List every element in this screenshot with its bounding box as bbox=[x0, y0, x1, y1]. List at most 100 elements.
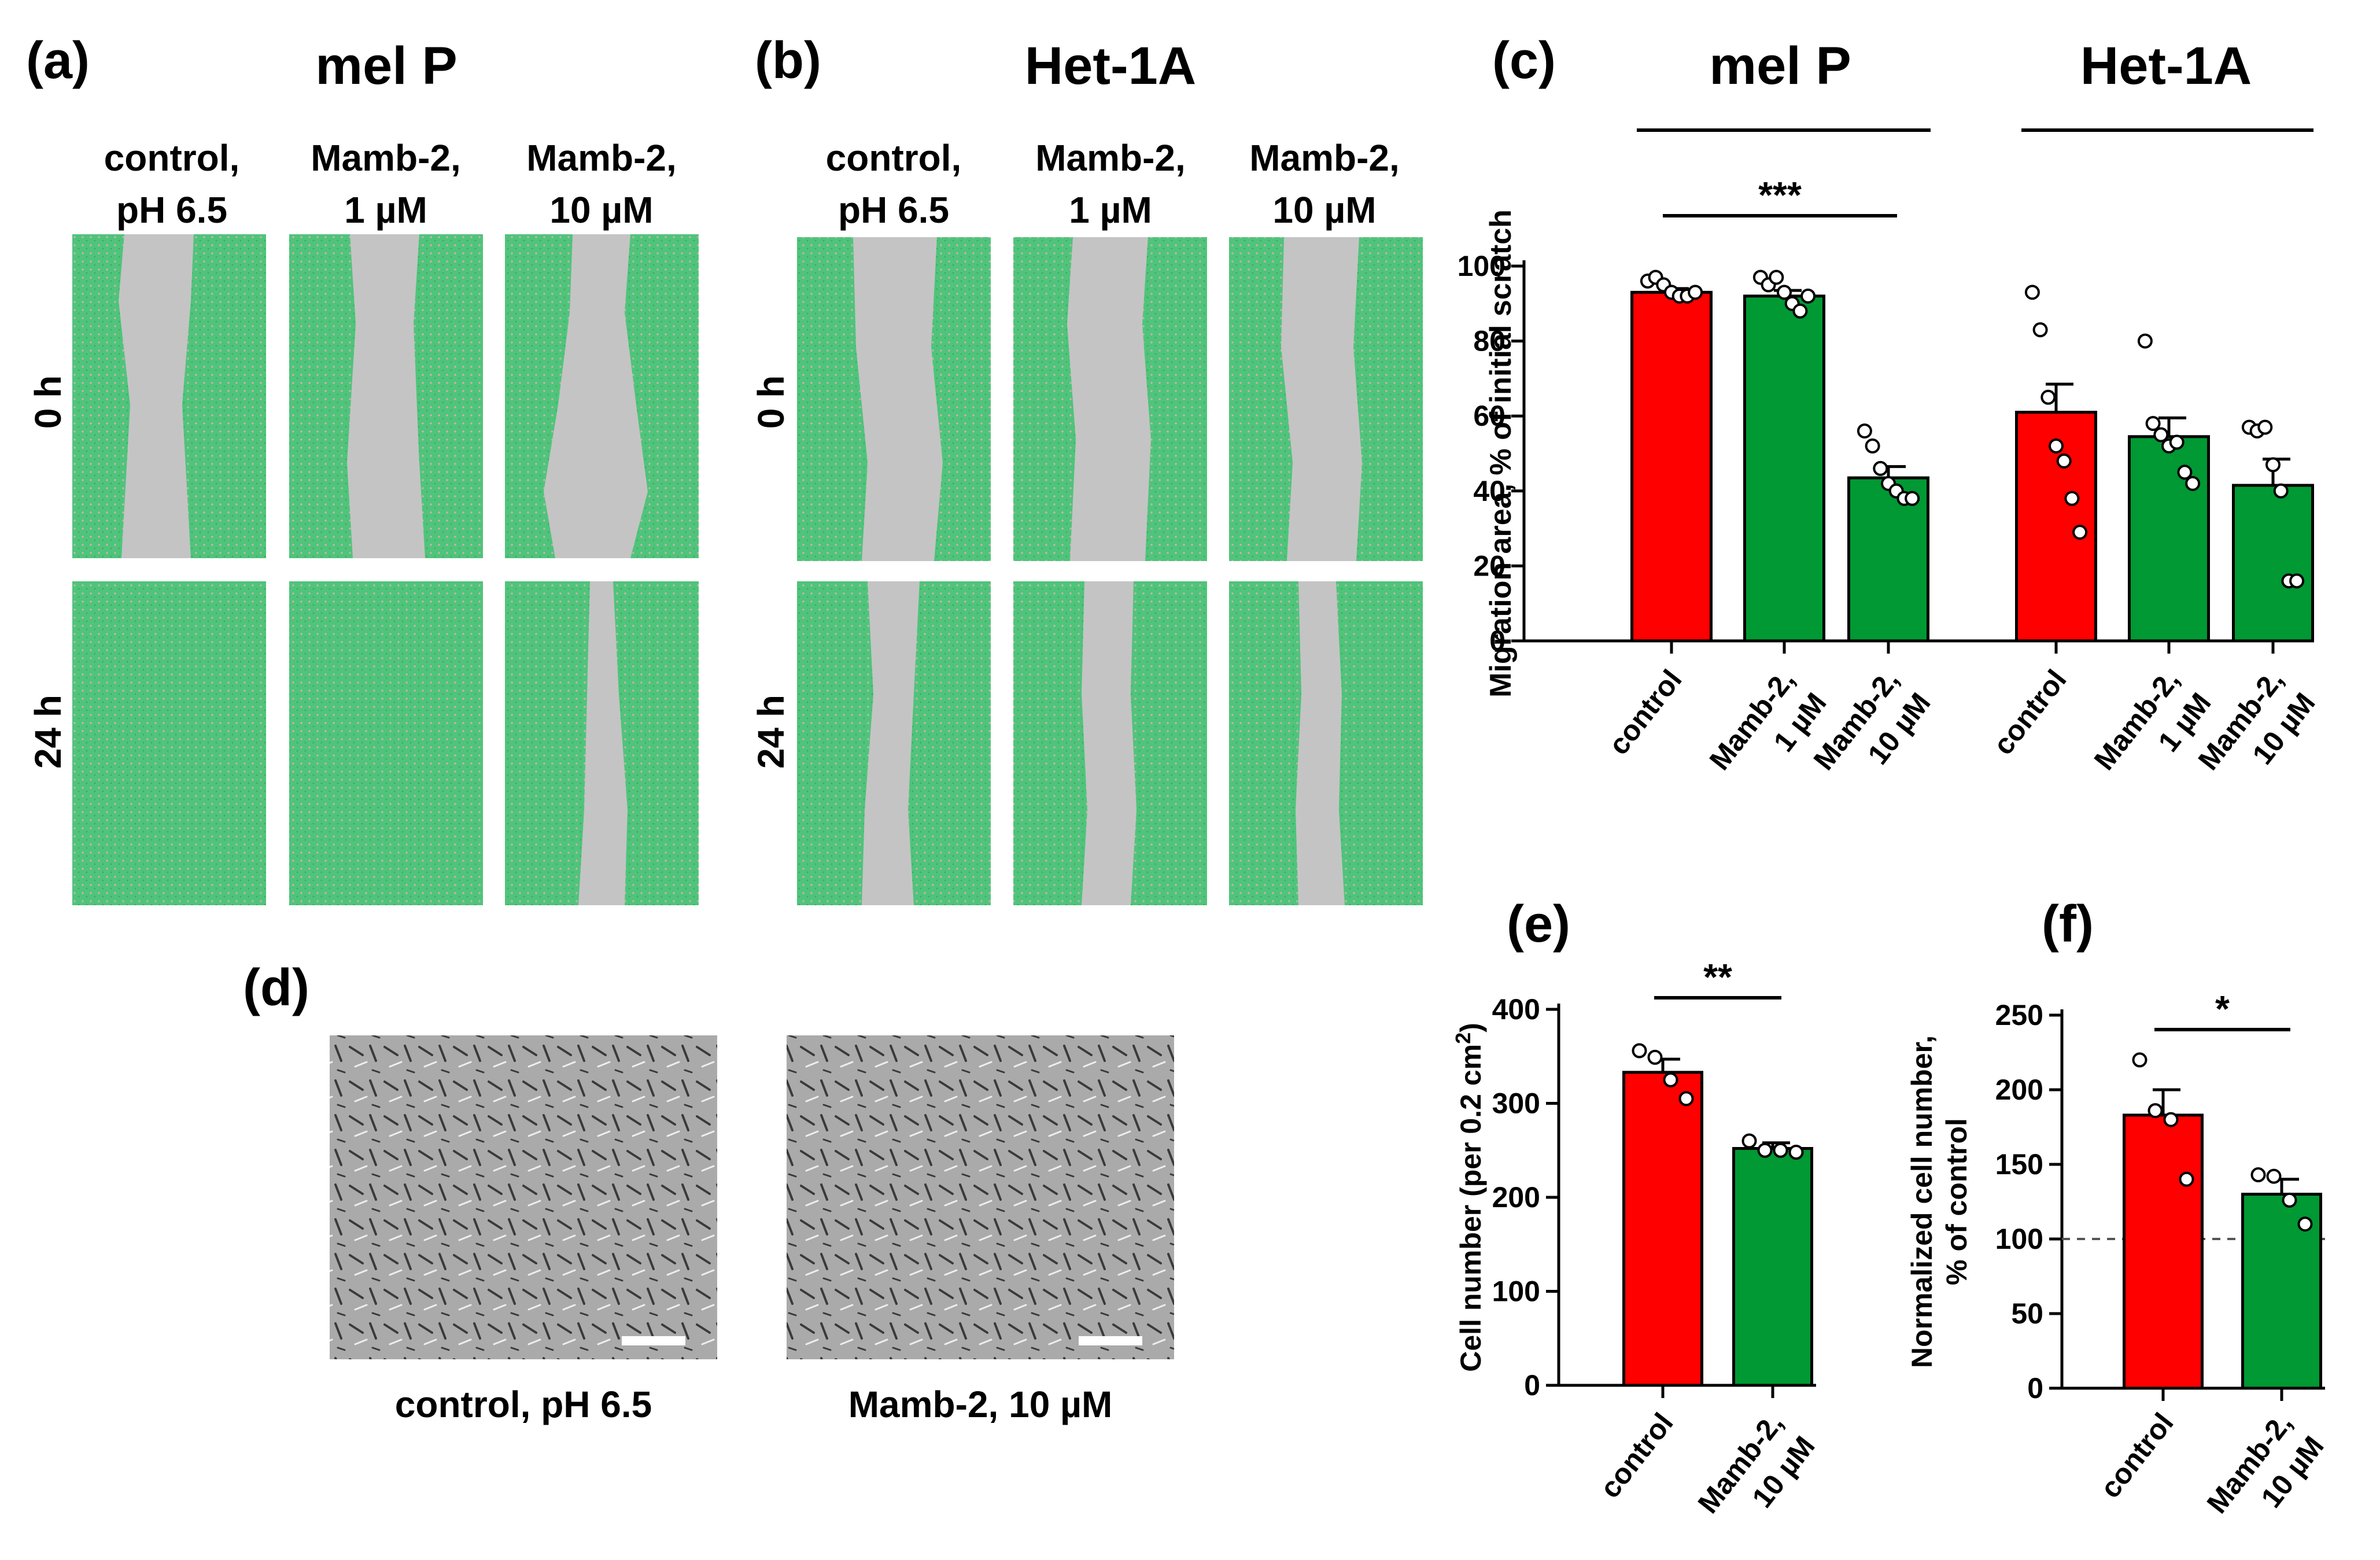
panel-b-row1-label: 0 h bbox=[750, 375, 792, 429]
data-point bbox=[2137, 333, 2153, 349]
panel-a-image-r2c3 bbox=[505, 581, 699, 905]
panel-d: (d) control, pH 6.5 Mamb-2, 10 µM bbox=[243, 959, 1174, 1425]
data-point bbox=[2179, 1171, 2194, 1187]
panel-a-row1-label: 0 h bbox=[27, 375, 69, 429]
y-axis-label: Cell number (per 0.2 cm2) bbox=[1451, 1023, 1487, 1372]
data-point bbox=[1777, 285, 1792, 300]
y-tick-label: 250 bbox=[1995, 999, 2043, 1031]
y-axis-label: Migration area, % of initial scratch bbox=[1484, 209, 1518, 698]
data-point bbox=[2185, 475, 2201, 491]
bar bbox=[2123, 1113, 2204, 1390]
data-point bbox=[1865, 438, 1880, 454]
panel-a-image-r1c1 bbox=[72, 234, 266, 558]
panel-b-col1-line1: control, bbox=[826, 137, 962, 179]
data-point bbox=[2032, 322, 2048, 338]
data-point bbox=[1769, 270, 1784, 285]
panel-a-col3-line1: Mamb-2, bbox=[526, 137, 677, 179]
category-label: control bbox=[2094, 1407, 2179, 1504]
y-tick-label: 400 bbox=[1492, 993, 1540, 1026]
panel-b-image-r2c3 bbox=[1229, 581, 1423, 905]
data-point bbox=[2289, 573, 2305, 589]
y-tick-label: 200 bbox=[1995, 1074, 2043, 1106]
data-point bbox=[2265, 457, 2281, 473]
panel-a-image-r1c2 bbox=[289, 234, 483, 558]
panel-a-image-r2c1 bbox=[72, 581, 266, 905]
y-tick-label: 60 bbox=[1473, 400, 1506, 432]
panel-a-col1-line1: control, bbox=[104, 137, 240, 179]
y-tick-label: 80 bbox=[1473, 325, 1506, 357]
data-point bbox=[2273, 483, 2289, 499]
panel-b-title: Het-1A bbox=[1025, 36, 1196, 95]
panel-a-col3-line2: 10 µM bbox=[549, 189, 653, 231]
significance-label: ** bbox=[1703, 956, 1732, 998]
data-point bbox=[1678, 1091, 1694, 1107]
panel-b: (b) Het-1A control, pH 6.5 Mamb-2, 1 µM … bbox=[750, 32, 1423, 905]
y-tick-label: 0 bbox=[1524, 1369, 1540, 1402]
panel-b-image-r1c3 bbox=[1229, 237, 1423, 561]
panel-b-image-r2c2 bbox=[1013, 581, 1207, 905]
y-tick-label: 40 bbox=[1473, 475, 1506, 507]
category-label: control bbox=[1987, 663, 2072, 761]
panel-a-col1-line2: pH 6.5 bbox=[116, 189, 227, 231]
data-point bbox=[2132, 1052, 2147, 1068]
y-axis-label: Normalized cell number, bbox=[1906, 1035, 1938, 1368]
panel-a-col2-line2: 1 µM bbox=[344, 189, 427, 231]
panel-b-col3-line1: Mamb-2, bbox=[1249, 137, 1400, 179]
panel-a: (a) mel P control, pH 6.5 Mamb-2, 1 µM M… bbox=[26, 32, 699, 905]
group-title: mel P bbox=[1709, 36, 1851, 95]
y-tick-label: 20 bbox=[1473, 549, 1506, 582]
data-point bbox=[2163, 1112, 2179, 1127]
bar bbox=[2128, 435, 2210, 643]
chart-f: (f) 0 50 100 150 200 250 Normalized cell number… bbox=[1906, 895, 2330, 1520]
bar bbox=[2232, 484, 2314, 643]
data-point bbox=[1741, 1133, 1757, 1149]
data-point bbox=[1857, 423, 1872, 439]
panel-b-col2-line1: Mamb-2, bbox=[1035, 137, 1186, 179]
panel-b-image-r2c1 bbox=[797, 581, 991, 905]
data-point bbox=[1792, 303, 1808, 319]
y-tick-label: 100 bbox=[1995, 1223, 2043, 1255]
data-point bbox=[1647, 1049, 1663, 1065]
data-point bbox=[2169, 434, 2185, 450]
panel-d-image-mamb bbox=[787, 1035, 1174, 1359]
data-point bbox=[2250, 1167, 2266, 1183]
data-point bbox=[2177, 464, 2193, 480]
y-tick-label: 300 bbox=[1492, 1087, 1540, 1120]
data-point bbox=[2282, 1192, 2297, 1208]
data-point bbox=[1773, 1142, 1788, 1158]
y-axis-label-line2: % of control bbox=[1940, 1118, 1973, 1285]
y-tick-label: 0 bbox=[1489, 625, 1506, 657]
panel-d-letter: (d) bbox=[243, 959, 309, 1017]
data-point bbox=[1688, 285, 1703, 300]
data-point bbox=[1757, 1142, 1773, 1158]
data-point bbox=[1788, 1145, 1804, 1160]
significance-label: * bbox=[2215, 988, 2230, 1030]
panel-a-col2-line1: Mamb-2, bbox=[311, 137, 461, 179]
panel-d-caption-mamb: Mamb-2, 10 µM bbox=[848, 1384, 1113, 1425]
panel-d-scale-bar-2 bbox=[1079, 1336, 1142, 1345]
panel-b-letter: (b) bbox=[755, 32, 821, 90]
y-tick-label: 0 bbox=[2027, 1372, 2043, 1404]
panel-d-image-control bbox=[330, 1035, 717, 1359]
data-point bbox=[2297, 1216, 2313, 1232]
panel-letter: (c) bbox=[1492, 32, 1556, 90]
panel-a-title: mel P bbox=[315, 36, 457, 95]
panel-b-col2-line2: 1 µM bbox=[1069, 189, 1152, 231]
panel-d-scale-bar-1 bbox=[622, 1336, 685, 1345]
y-tick-label: 150 bbox=[1995, 1148, 2043, 1181]
panel-b-col1-line2: pH 6.5 bbox=[838, 189, 949, 231]
data-point bbox=[1632, 1043, 1647, 1059]
bar bbox=[1743, 294, 1825, 643]
data-point bbox=[1663, 1072, 1678, 1087]
y-tick-label: 100 bbox=[1492, 1275, 1540, 1308]
data-point bbox=[2049, 438, 2064, 454]
panel-b-image-r1c2 bbox=[1013, 237, 1207, 561]
data-point bbox=[2064, 491, 2080, 506]
bar bbox=[1732, 1147, 1813, 1387]
y-tick-label: 200 bbox=[1492, 1181, 1540, 1214]
data-point bbox=[2040, 389, 2056, 405]
significance-label: *** bbox=[1758, 174, 1802, 216]
